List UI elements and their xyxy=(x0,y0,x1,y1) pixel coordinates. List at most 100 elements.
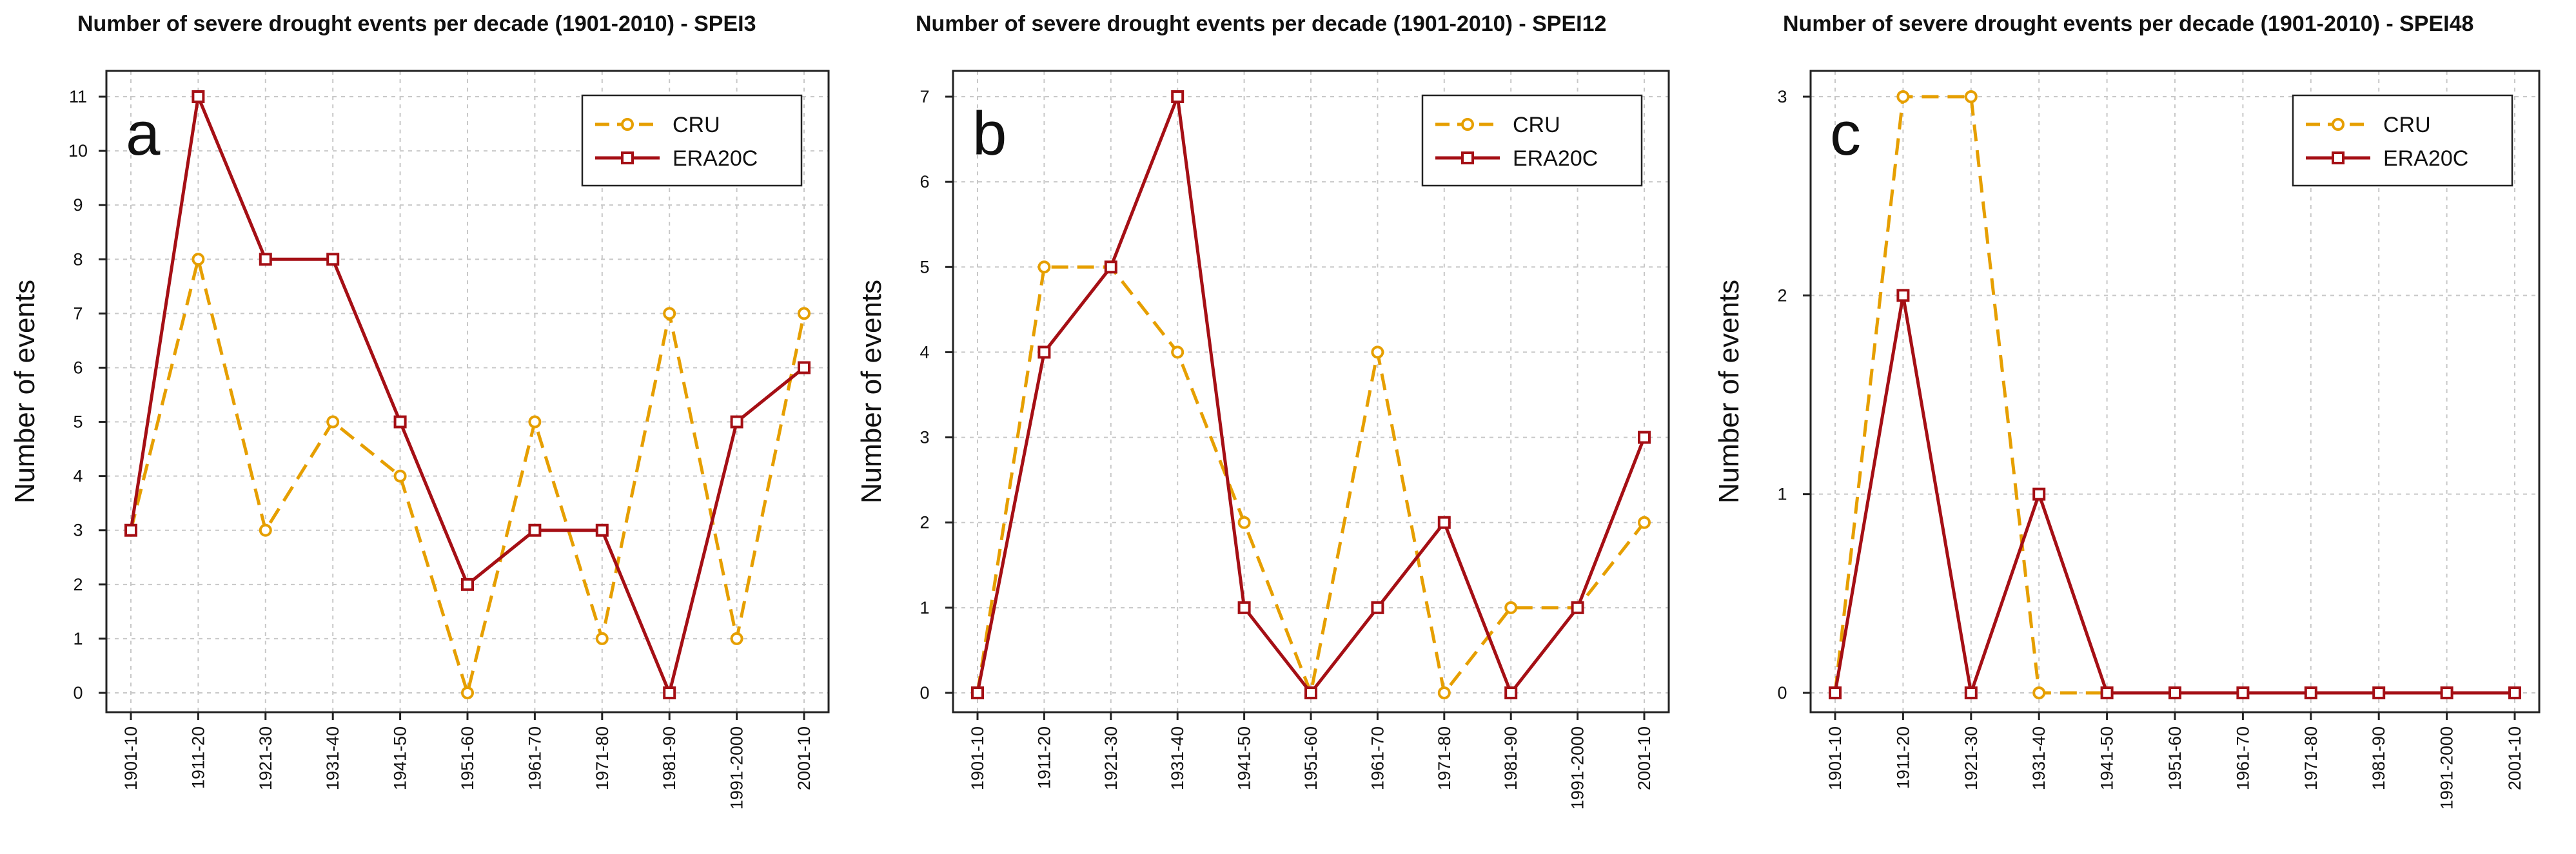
x-tick-label: 1901-10 xyxy=(968,726,987,790)
x-tick-label: 1911-20 xyxy=(1034,726,1054,789)
panel-letter: a xyxy=(126,99,161,168)
chart-panel-a: Number of severe drought events per deca… xyxy=(9,12,830,810)
x-tick-label: 1961-70 xyxy=(1368,726,1387,790)
point-cru xyxy=(1437,686,1451,699)
y-tick-label: 5 xyxy=(919,257,929,277)
y-tick-label: 2 xyxy=(919,513,929,532)
point-era20c xyxy=(971,686,984,699)
x-tick-label: 2001-10 xyxy=(2505,726,2524,790)
panel-letter: b xyxy=(972,99,1007,168)
y-tick-label: 0 xyxy=(919,683,929,703)
x-tick-label: 1921-30 xyxy=(256,726,275,790)
point-era20c xyxy=(2100,686,2114,699)
point-cru xyxy=(1237,516,1251,529)
legend: CRU ERA20C xyxy=(581,94,803,187)
x-tick-label: 1971-80 xyxy=(593,726,612,790)
x-tick-label: 1901-10 xyxy=(1825,726,1845,790)
y-tick-label: 8 xyxy=(73,249,83,269)
x-tick-label: 1951-60 xyxy=(458,726,477,790)
y-tick-label: 6 xyxy=(73,358,83,377)
y-tick-label: 4 xyxy=(73,467,83,486)
y-tick-label: 0 xyxy=(73,683,83,703)
x-tick-label: 1991-2000 xyxy=(1568,726,1588,810)
panel-letter: c xyxy=(1830,99,1861,168)
point-era20c xyxy=(2236,686,2250,699)
point-era20c xyxy=(663,686,676,699)
legend-label-era20c: ERA20C xyxy=(2383,146,2468,171)
y-tick-label: 10 xyxy=(68,141,88,160)
point-era20c xyxy=(1437,516,1451,529)
y-tick-label: 3 xyxy=(1777,87,1787,106)
point-cru xyxy=(1638,516,1651,529)
x-tick-label: 1961-70 xyxy=(525,726,544,790)
point-era20c xyxy=(326,253,340,266)
y-tick-label: 2 xyxy=(73,575,83,594)
series-line-cru xyxy=(129,257,806,695)
x-tick-label: 1961-70 xyxy=(2233,726,2252,790)
x-tick-label: 1981-90 xyxy=(660,726,679,790)
y-tick-label: 0 xyxy=(1777,683,1787,703)
point-era20c xyxy=(259,253,272,266)
x-tick-label: 1951-60 xyxy=(1301,726,1321,790)
chart-title: Number of severe drought events per deca… xyxy=(916,12,1606,36)
y-tick-label: 1 xyxy=(73,629,83,648)
x-tick-label: 1941-50 xyxy=(1235,726,1254,790)
point-cru xyxy=(461,686,474,699)
point-cru xyxy=(1964,90,1978,103)
x-tick-label: 1981-90 xyxy=(1501,726,1520,790)
x-tick-label: 1981-90 xyxy=(2369,726,2388,790)
x-tick-label: 1971-80 xyxy=(2301,726,2321,790)
point-era20c xyxy=(595,523,609,537)
x-tick-label: 1901-10 xyxy=(121,726,141,790)
point-cru xyxy=(595,632,609,645)
legend-label-era20c: ERA20C xyxy=(1513,146,1598,171)
point-era20c xyxy=(2440,686,2453,699)
y-tick-label: 6 xyxy=(919,172,929,191)
chart-title: Number of severe drought events per deca… xyxy=(77,12,756,36)
x-tick-label: 1971-80 xyxy=(1435,726,1454,790)
point-cru xyxy=(1371,345,1384,359)
point-era20c xyxy=(1638,431,1651,444)
y-tick-label: 3 xyxy=(73,521,83,540)
legend: CRU ERA20C xyxy=(2292,94,2513,187)
point-era20c xyxy=(461,577,474,591)
x-tick-label: 2001-10 xyxy=(794,726,814,790)
point-cru xyxy=(259,523,272,537)
point-era20c xyxy=(1964,686,1978,699)
y-tick-label: 2 xyxy=(1777,286,1787,305)
y-tick-label: 5 xyxy=(73,412,83,432)
x-tick-label: 1921-30 xyxy=(1101,726,1121,790)
point-era20c xyxy=(1829,686,1842,699)
chart-panel-c: Number of severe drought events per deca… xyxy=(1713,12,2541,810)
point-cru xyxy=(393,469,407,483)
legend-marker-era20c xyxy=(1461,151,1474,164)
x-tick-label: 1941-50 xyxy=(2098,726,2117,790)
y-axis-label: Number of events xyxy=(9,280,41,503)
legend-label-cru: CRU xyxy=(1513,113,1560,137)
legend-marker-cru xyxy=(621,118,634,131)
point-cru xyxy=(1896,90,1910,103)
point-era20c xyxy=(2372,686,2386,699)
point-era20c xyxy=(192,90,205,103)
x-tick-label: 1991-2000 xyxy=(2437,726,2457,810)
legend-label-cru: CRU xyxy=(2383,113,2431,137)
x-tick-label: 1911-20 xyxy=(1893,726,1912,789)
chart-panel-b: Number of severe drought events per deca… xyxy=(856,12,1670,810)
point-era20c xyxy=(528,523,542,537)
point-era20c xyxy=(2508,686,2521,699)
point-cru xyxy=(1171,345,1185,359)
x-tick-label: 2001-10 xyxy=(1635,726,1654,790)
x-tick-label: 1951-60 xyxy=(2165,726,2185,790)
y-axis-label: Number of events xyxy=(856,280,887,503)
point-cru xyxy=(730,632,743,645)
legend-box xyxy=(1421,94,1643,187)
series-line-cru xyxy=(976,265,1646,695)
point-era20c xyxy=(1171,90,1185,103)
point-era20c xyxy=(2304,686,2317,699)
point-era20c xyxy=(1237,601,1251,614)
legend: CRU ERA20C xyxy=(1421,94,1643,187)
y-tick-label: 4 xyxy=(919,342,929,362)
point-era20c xyxy=(1104,260,1117,274)
point-cru xyxy=(192,253,205,266)
